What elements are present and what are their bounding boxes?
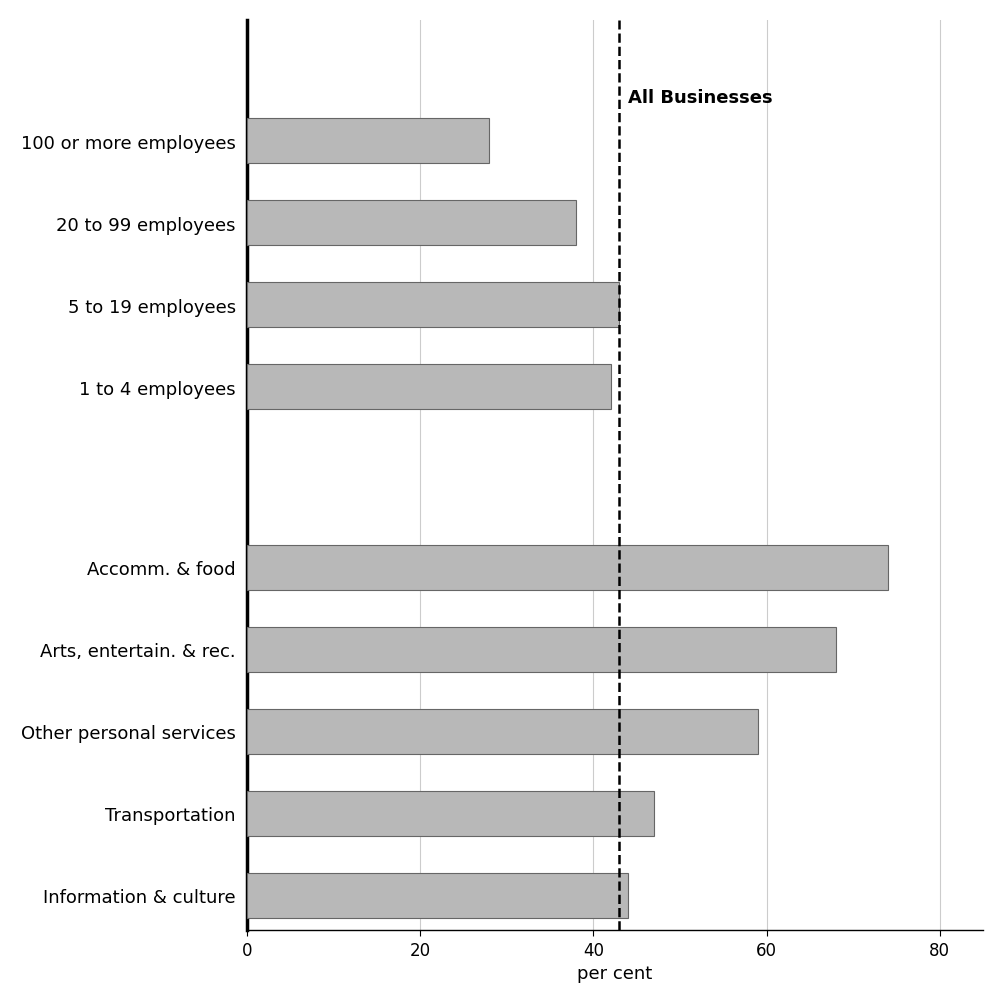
Bar [247,709,757,754]
Bar [247,365,610,410]
Bar [247,627,835,672]
Bar [247,546,887,590]
Bar [247,283,619,328]
Bar [247,119,488,164]
X-axis label: per cent: per cent [577,964,652,982]
Bar [247,791,653,837]
Bar [247,201,576,246]
Text: All Businesses: All Businesses [627,89,772,107]
Bar [247,873,627,918]
